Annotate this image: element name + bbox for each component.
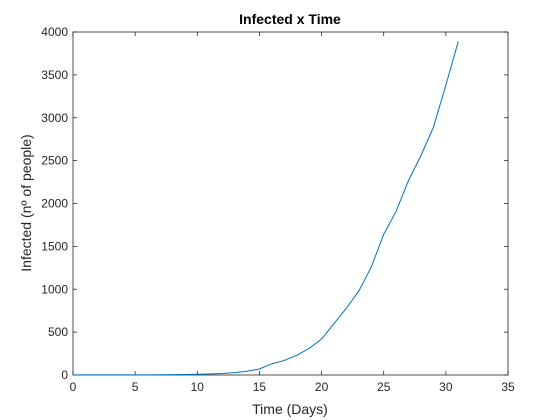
y-tick-label: 500 [48,325,68,339]
x-tick-label: 20 [315,380,329,394]
x-tick-label: 25 [377,380,391,394]
x-tick-label: 35 [501,380,515,394]
x-tick-label: 10 [191,380,205,394]
y-tick-label: 1500 [41,239,68,253]
y-tick-label: 0 [61,368,68,382]
y-tick-label: 3000 [41,111,68,125]
y-axis-ticks: 0 500 1000 1500 2000 2500 3000 3500 4000 [41,25,508,382]
x-axis-ticks: 0 5 10 15 20 25 30 35 [70,32,515,394]
y-tick-label: 3500 [41,68,68,82]
y-tick-label: 1000 [41,282,68,296]
series-group [73,41,459,376]
y-tick-label: 4000 [41,25,68,39]
series-line [73,41,459,376]
x-tick-label: 15 [253,380,267,394]
chart-title: Infected x Time [239,11,341,27]
x-axis-title: Time (Days) [252,401,328,417]
x-tick-label: 5 [132,380,139,394]
y-axis-title: Infected (nº of people) [18,134,34,271]
y-tick-label: 2500 [41,154,68,168]
x-tick-label: 0 [70,380,77,394]
plot-area [72,31,509,376]
y-tick-label: 2000 [41,197,68,211]
x-tick-label: 30 [439,380,453,394]
